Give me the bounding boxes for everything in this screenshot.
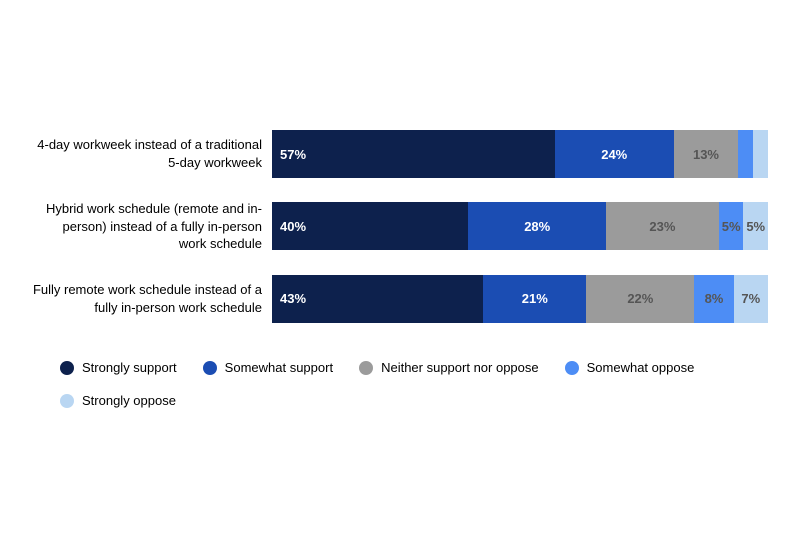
bar-segment-strongly_support: 40% [272,202,468,250]
legend-swatch [565,361,579,375]
legend-swatch [203,361,217,375]
stacked-bar: 40%28%23%5%5% [272,202,768,250]
bar-segment-somewhat_oppose [738,130,753,178]
stacked-bar: 57%24%13% [272,130,768,178]
chart-row: 4-day workweek instead of a traditional … [32,130,768,178]
legend-item-somewhat_support: Somewhat support [203,360,333,375]
stacked-bar: 43%21%22%8%7% [272,275,768,323]
bar-segment-strongly_oppose: 5% [743,202,768,250]
row-label: 4-day workweek instead of a traditional … [32,136,272,171]
row-label: Hybrid work schedule (remote and in-pers… [32,200,272,253]
legend-item-somewhat_oppose: Somewhat oppose [565,360,695,375]
chart-row: Hybrid work schedule (remote and in-pers… [32,200,768,253]
chart-row: Fully remote work schedule instead of a … [32,275,768,323]
legend-item-strongly_oppose: Strongly oppose [60,393,176,408]
legend-item-strongly_support: Strongly support [60,360,177,375]
bar-segment-somewhat_support: 28% [468,202,605,250]
bar-segment-neither: 23% [606,202,719,250]
bar-segment-strongly_support: 57% [272,130,555,178]
stacked-bar-chart: 4-day workweek instead of a traditional … [32,130,768,345]
bar-segment-strongly_oppose: 7% [734,275,768,323]
bar-segment-somewhat_support: 24% [555,130,674,178]
legend-label: Neither support nor oppose [381,360,539,375]
bar-segment-somewhat_oppose: 5% [719,202,744,250]
chart-legend: Strongly support Somewhat support Neither … [60,360,760,408]
bar-segment-neither: 13% [674,130,738,178]
legend-label: Strongly support [82,360,177,375]
legend-label: Strongly oppose [82,393,176,408]
legend-label: Somewhat support [225,360,333,375]
bar-segment-strongly_support: 43% [272,275,483,323]
legend-label: Somewhat oppose [587,360,695,375]
bar-segment-somewhat_oppose: 8% [694,275,733,323]
legend-swatch [359,361,373,375]
legend-swatch [60,361,74,375]
bar-segment-somewhat_support: 21% [483,275,586,323]
legend-swatch [60,394,74,408]
legend-item-neither: Neither support nor oppose [359,360,539,375]
bar-segment-neither: 22% [586,275,694,323]
row-label: Fully remote work schedule instead of a … [32,281,272,316]
bar-segment-strongly_oppose [753,130,768,178]
